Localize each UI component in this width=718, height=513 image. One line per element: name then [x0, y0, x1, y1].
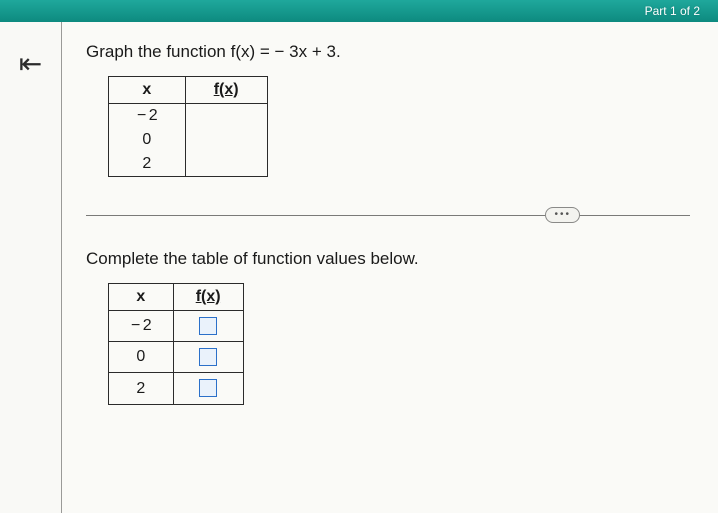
table-row: − 2 [109, 104, 268, 129]
x-cell: 0 [109, 342, 174, 373]
answer-input[interactable] [199, 379, 217, 397]
given-table: x f(x) − 2 0 2 [108, 76, 268, 177]
col-header-x: x [109, 284, 174, 311]
answer-input[interactable] [199, 348, 217, 366]
part-label: Part 1 of 2 [645, 4, 700, 18]
table-row: 2 [109, 373, 244, 404]
ellipsis-pill-icon[interactable]: ••• [545, 207, 580, 223]
answer-table: x f(x) − 2 0 2 [108, 283, 244, 405]
col-header-x: x [109, 77, 186, 104]
topbar: Part 1 of 2 [0, 0, 718, 22]
table-row: 0 [109, 128, 268, 152]
sub-prompt: Complete the table of function values be… [86, 249, 690, 269]
back-arrow-icon[interactable]: ⇤ [19, 50, 42, 513]
x-cell: 2 [109, 152, 186, 177]
divider-row: ••• [86, 205, 690, 225]
left-gutter: ⇤ [0, 22, 62, 513]
x-cell: − 2 [109, 104, 186, 129]
fx-input-cell [173, 311, 243, 342]
divider-line [86, 215, 690, 216]
fx-input-cell [173, 342, 243, 373]
fx-input-cell [173, 373, 243, 404]
table-row: 0 [109, 342, 244, 373]
question-prompt: Graph the function f(x) = − 3x + 3. [86, 42, 690, 62]
content-area: Graph the function f(x) = − 3x + 3. x f(… [62, 22, 718, 513]
fx-cell [185, 152, 267, 177]
col-header-fx: f(x) [185, 77, 267, 104]
fx-cell [185, 104, 267, 129]
table-row: 2 [109, 152, 268, 177]
table-row: − 2 [109, 311, 244, 342]
x-cell: 0 [109, 128, 186, 152]
answer-input[interactable] [199, 317, 217, 335]
page: ⇤ Graph the function f(x) = − 3x + 3. x … [0, 22, 718, 513]
fx-cell [185, 128, 267, 152]
x-cell: 2 [109, 373, 174, 404]
x-cell: − 2 [109, 311, 174, 342]
col-header-fx: f(x) [173, 284, 243, 311]
